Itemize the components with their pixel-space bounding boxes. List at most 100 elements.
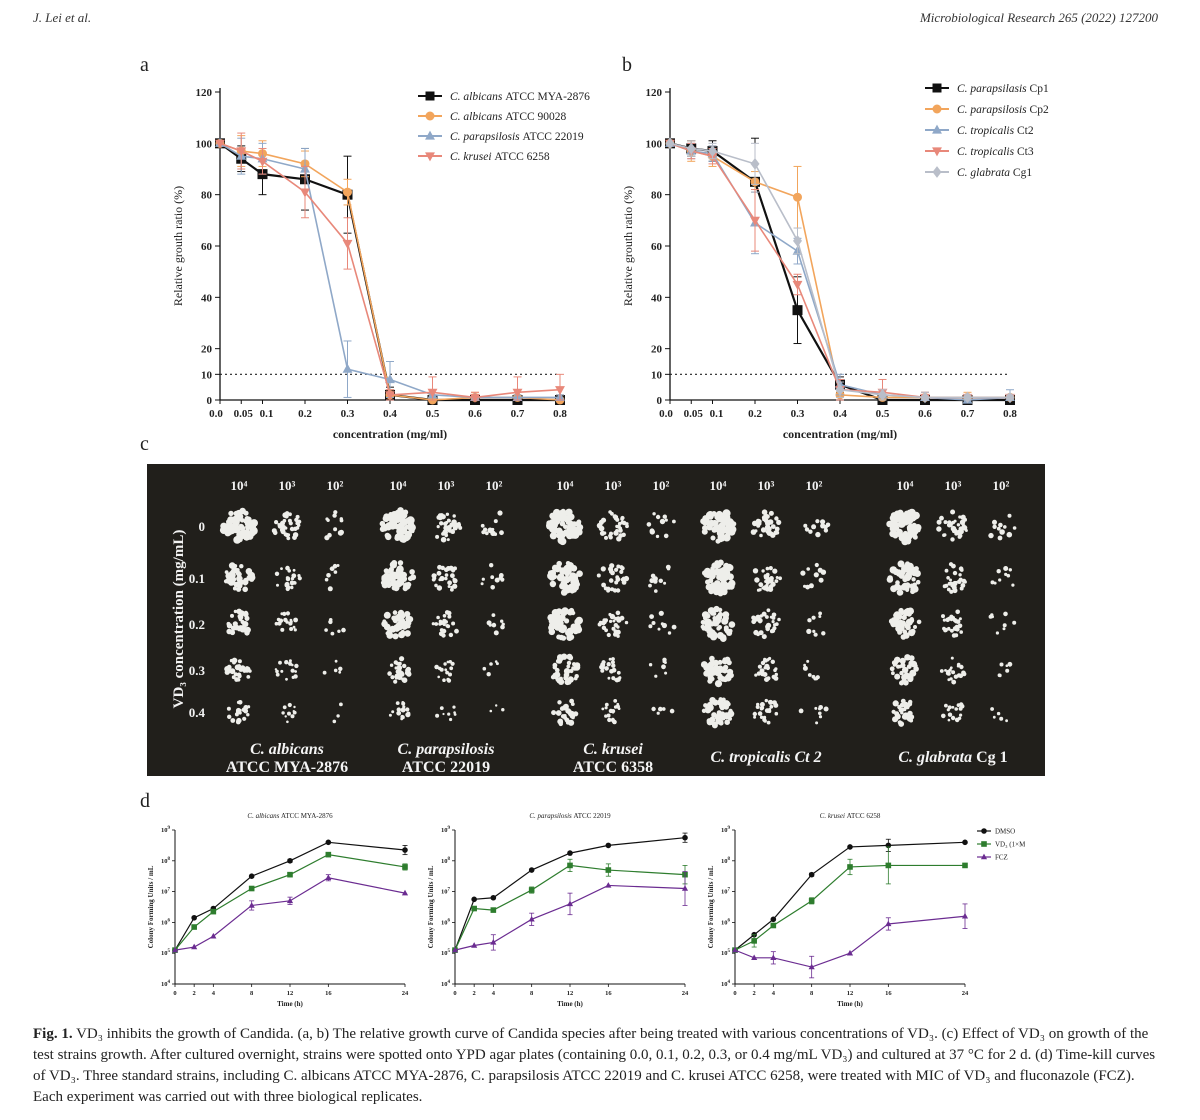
colony [236, 678, 241, 682]
colony [996, 711, 1001, 716]
colony [936, 526, 942, 532]
colony [904, 623, 911, 630]
colony [712, 524, 721, 533]
colony [491, 613, 496, 617]
colony [654, 674, 658, 678]
data-point [402, 847, 408, 853]
colony [901, 614, 907, 621]
colony [445, 512, 450, 516]
legend-marker [425, 152, 435, 162]
legend-label: C. albicans ATCC MYA-2876 [450, 91, 590, 103]
colony [902, 666, 909, 674]
colony [451, 519, 457, 525]
spot [599, 657, 622, 683]
colony [243, 581, 248, 586]
colony [490, 575, 495, 580]
colony [620, 517, 624, 521]
colony [568, 678, 574, 683]
colony [770, 659, 775, 664]
colony [714, 669, 721, 676]
colony [332, 513, 337, 518]
data-point [470, 393, 480, 403]
colony [293, 617, 298, 623]
colony [662, 657, 667, 662]
colony [289, 620, 293, 624]
colony [457, 522, 461, 525]
colony [575, 624, 581, 630]
colony [449, 666, 454, 671]
colony [662, 514, 667, 519]
colony [565, 585, 573, 593]
colony [297, 574, 301, 578]
x-tick-label: 0.6 [918, 408, 932, 420]
colony [892, 533, 899, 539]
colony [818, 577, 824, 583]
colony [1002, 623, 1007, 628]
legend-species: C. glabrata [957, 167, 1013, 179]
colony [225, 528, 233, 536]
colony [396, 707, 401, 712]
colony [889, 566, 897, 574]
colony [280, 520, 285, 526]
colony [336, 714, 340, 718]
colony [286, 720, 289, 724]
y-axis-title: Colony Forming Units / mL [427, 865, 435, 948]
colony [445, 624, 450, 628]
colony [228, 510, 234, 517]
colony [274, 621, 279, 626]
spot [486, 613, 505, 636]
colony [756, 671, 762, 676]
data-point [300, 188, 310, 198]
colony [720, 526, 728, 534]
colony [566, 627, 574, 636]
series-line [669, 142, 1010, 399]
data-point [325, 874, 332, 880]
colony [722, 657, 727, 662]
series-line [669, 142, 1010, 399]
colony [283, 532, 288, 537]
spot [596, 510, 629, 542]
colony [291, 573, 297, 579]
colony [999, 716, 1004, 721]
colony [768, 656, 772, 661]
legend-strain: Ct2 [1017, 125, 1034, 137]
colony [446, 538, 450, 542]
legend-species: C. parapsilasis [957, 83, 1030, 95]
colony [774, 579, 779, 583]
colony [337, 530, 344, 536]
y-tick-label: 106 [441, 918, 451, 926]
colony [336, 564, 340, 567]
colony [234, 525, 242, 532]
colony [288, 521, 293, 526]
spot [219, 507, 258, 544]
colony [961, 670, 966, 676]
colony [402, 663, 407, 669]
colony [820, 523, 826, 529]
colony [488, 623, 492, 627]
colony [803, 523, 808, 528]
colony [568, 655, 574, 661]
colony [900, 707, 905, 712]
spot [997, 661, 1013, 678]
x-tick-label: 8 [250, 990, 254, 997]
colony [612, 619, 616, 623]
colony [956, 673, 962, 678]
colony [280, 669, 284, 673]
data-point [171, 946, 179, 953]
colony [237, 614, 242, 619]
x-tick-label: 24 [682, 990, 689, 997]
colony [395, 621, 403, 629]
spot [939, 656, 967, 685]
colony [230, 625, 237, 631]
y-tick-label: 104 [441, 980, 451, 988]
colony [237, 583, 243, 589]
colony [288, 512, 292, 517]
colony [458, 525, 463, 530]
colony [275, 672, 280, 677]
title-strain: ATCC 22019 [574, 812, 612, 820]
colony [604, 706, 608, 710]
colony [961, 584, 965, 588]
caption-label: Fig. 1. [33, 1026, 73, 1042]
colony [614, 567, 619, 572]
x-tick-label: 2 [753, 990, 756, 997]
